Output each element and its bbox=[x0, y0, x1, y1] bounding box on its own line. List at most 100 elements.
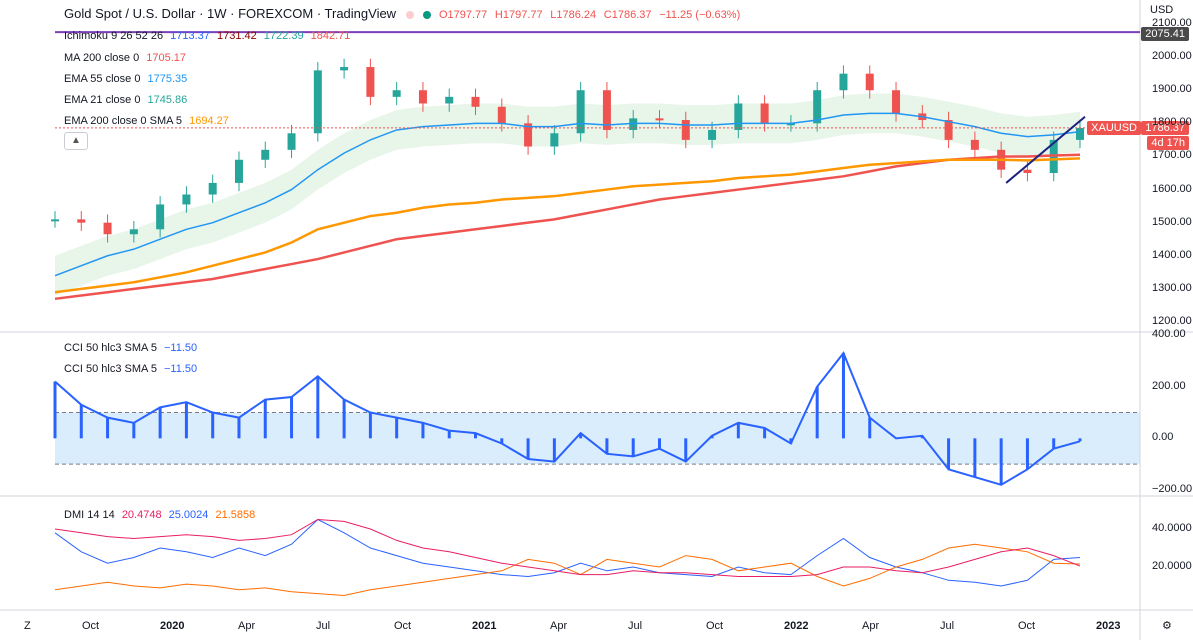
legend-ichimoku-v2: 1731.42 bbox=[216, 30, 257, 42]
cci-axis-tick: −200.00 bbox=[1152, 483, 1193, 495]
price-axis-tick: 1400.00 bbox=[1152, 248, 1192, 261]
legend-ema55-value: 1775.35 bbox=[147, 73, 188, 85]
time-axis-tick: Oct bbox=[82, 620, 100, 632]
legend-dmi-v3: 21.5858 bbox=[215, 509, 256, 521]
ohlc-open: O1797.77 bbox=[438, 9, 488, 21]
ohlc-change: −11.25 (−0.63%) bbox=[659, 9, 741, 21]
candle bbox=[77, 219, 86, 223]
price-axis-tick: 1500.00 bbox=[1152, 215, 1192, 228]
legend-ema55-label: EMA 55 close 0 bbox=[64, 73, 141, 85]
ohlc-close: C1786.37 bbox=[603, 9, 652, 21]
price-axis-tick: 1900.00 bbox=[1152, 83, 1192, 96]
legend-ema21-value: 1745.86 bbox=[147, 94, 188, 106]
legend-ema200-label: EMA 200 close 0 SMA 5 bbox=[64, 115, 183, 127]
candle bbox=[51, 219, 59, 222]
legend-ema200-value: 1694.27 bbox=[189, 115, 229, 127]
cci-axis-tick: 0.00 bbox=[1152, 431, 1174, 444]
legend-ma200-value: 1705.17 bbox=[146, 52, 187, 64]
market-status-icon bbox=[405, 6, 414, 21]
legend-dmi[interactable]: DMI 14 14 20.4748 25.0024 21.5858 bbox=[64, 509, 255, 521]
legend-dmi-label: DMI 14 14 bbox=[64, 509, 115, 521]
ema200-line bbox=[54, 157, 1081, 294]
chart-header: Gold Spot / U.S. Dollar · 1W · FOREXCOM … bbox=[64, 6, 740, 21]
legend-ema21-label: EMA 21 close 0 bbox=[64, 94, 141, 106]
candle bbox=[681, 120, 690, 140]
candle bbox=[576, 90, 585, 134]
candle bbox=[813, 90, 822, 124]
time-axis-tick: 2023 bbox=[1096, 620, 1121, 632]
candle bbox=[629, 118, 638, 130]
time-axis-tick: Oct bbox=[394, 620, 412, 632]
settings-icon[interactable]: ⚙ bbox=[1162, 620, 1172, 632]
live-icon bbox=[423, 6, 432, 21]
candle bbox=[366, 67, 375, 97]
chevron-up-icon: ▲ bbox=[71, 135, 81, 146]
dmi-minus-line bbox=[54, 543, 1081, 597]
time-axis-tick: Apr bbox=[862, 620, 880, 632]
legend-cci-2-value: −11.50 bbox=[164, 363, 198, 375]
currency-label[interactable]: USD bbox=[1150, 4, 1174, 16]
legend-ichimoku[interactable]: Ichimoku 9 26 52 26 1713.37 1731.42 1722… bbox=[64, 30, 350, 42]
candle bbox=[1023, 169, 1032, 173]
price-axis-tick: 1300.00 bbox=[1152, 281, 1192, 294]
legend-ichimoku-v4: 1842.71 bbox=[310, 30, 351, 42]
symbol-title[interactable]: Gold Spot / U.S. Dollar · 1W · FOREXCOM … bbox=[64, 6, 397, 21]
cci-axis-tick: 200.00 bbox=[1152, 379, 1186, 392]
ema55-line bbox=[54, 112, 1081, 277]
legend-cci-1-value: −11.50 bbox=[164, 342, 198, 354]
legend-cci-2-label: CCI 50 hlc3 SMA 5 bbox=[64, 363, 157, 375]
candle bbox=[655, 118, 664, 121]
price-axis-tick: 1800.00 bbox=[1152, 116, 1192, 129]
candle bbox=[445, 96, 454, 104]
candle bbox=[287, 133, 296, 150]
legend-ema200[interactable]: EMA 200 close 0 SMA 5 1694.27 bbox=[64, 115, 229, 127]
resistance-price-tag: 2075.41 bbox=[1141, 27, 1189, 41]
candle bbox=[760, 103, 769, 124]
price-axis-tick: 1700.00 bbox=[1152, 149, 1192, 162]
candle bbox=[103, 222, 112, 235]
cci-axis-tick: 400.00 bbox=[1152, 328, 1186, 340]
time-axis-tick: Apr bbox=[238, 620, 256, 632]
ma200-line bbox=[54, 153, 1081, 301]
dmi-axis-tick: 20.0000 bbox=[1152, 560, 1192, 572]
time-axis-tick: Oct bbox=[1018, 620, 1036, 632]
candle bbox=[524, 123, 533, 147]
candle bbox=[786, 123, 795, 126]
collapse-legend-button[interactable]: ▲ bbox=[64, 132, 88, 150]
time-axis-tick: Jul bbox=[628, 620, 643, 632]
legend-ema55[interactable]: EMA 55 close 0 1775.35 bbox=[64, 73, 187, 85]
candle bbox=[261, 149, 270, 160]
legend-ichimoku-v1: 1713.37 bbox=[170, 30, 210, 42]
legend-ema21[interactable]: EMA 21 close 0 1745.86 bbox=[64, 94, 187, 106]
candle bbox=[340, 67, 349, 71]
dmi-axis-tick: 40.0000 bbox=[1152, 522, 1192, 534]
candle bbox=[550, 133, 559, 147]
countdown-tag: 4d 17h bbox=[1147, 136, 1189, 150]
time-axis-tick: Oct bbox=[706, 620, 724, 632]
cci-band bbox=[55, 412, 1140, 465]
candle bbox=[182, 194, 191, 205]
time-axis-tick: 2021 bbox=[472, 620, 497, 632]
candle bbox=[708, 129, 717, 140]
legend-ichimoku-v3: 1722.39 bbox=[263, 30, 304, 42]
price-axis-tick: 1200.00 bbox=[1152, 315, 1192, 327]
candle bbox=[313, 70, 322, 134]
candle bbox=[129, 229, 138, 235]
legend-cci-2[interactable]: CCI 50 hlc3 SMA 5 −11.50 bbox=[64, 363, 197, 375]
candle bbox=[839, 73, 848, 91]
candle bbox=[602, 90, 611, 130]
legend-cci-1[interactable]: CCI 50 hlc3 SMA 5 −11.50 bbox=[64, 342, 197, 354]
candle bbox=[892, 90, 901, 114]
legend-ma200-label: MA 200 close 0 bbox=[64, 52, 140, 64]
legend-dmi-v1: 20.4748 bbox=[121, 509, 162, 521]
trend-line bbox=[1005, 115, 1086, 184]
ohlc-high: H1797.77 bbox=[494, 9, 543, 21]
legend-ma200[interactable]: MA 200 close 0 1705.17 bbox=[64, 52, 186, 64]
symbol-tag: XAUUSD bbox=[1087, 121, 1141, 135]
zoom-icon[interactable]: Z bbox=[24, 620, 31, 632]
candle bbox=[156, 204, 165, 230]
time-axis-tick: Jul bbox=[316, 620, 331, 632]
candle bbox=[497, 106, 506, 124]
candle bbox=[392, 90, 401, 97]
